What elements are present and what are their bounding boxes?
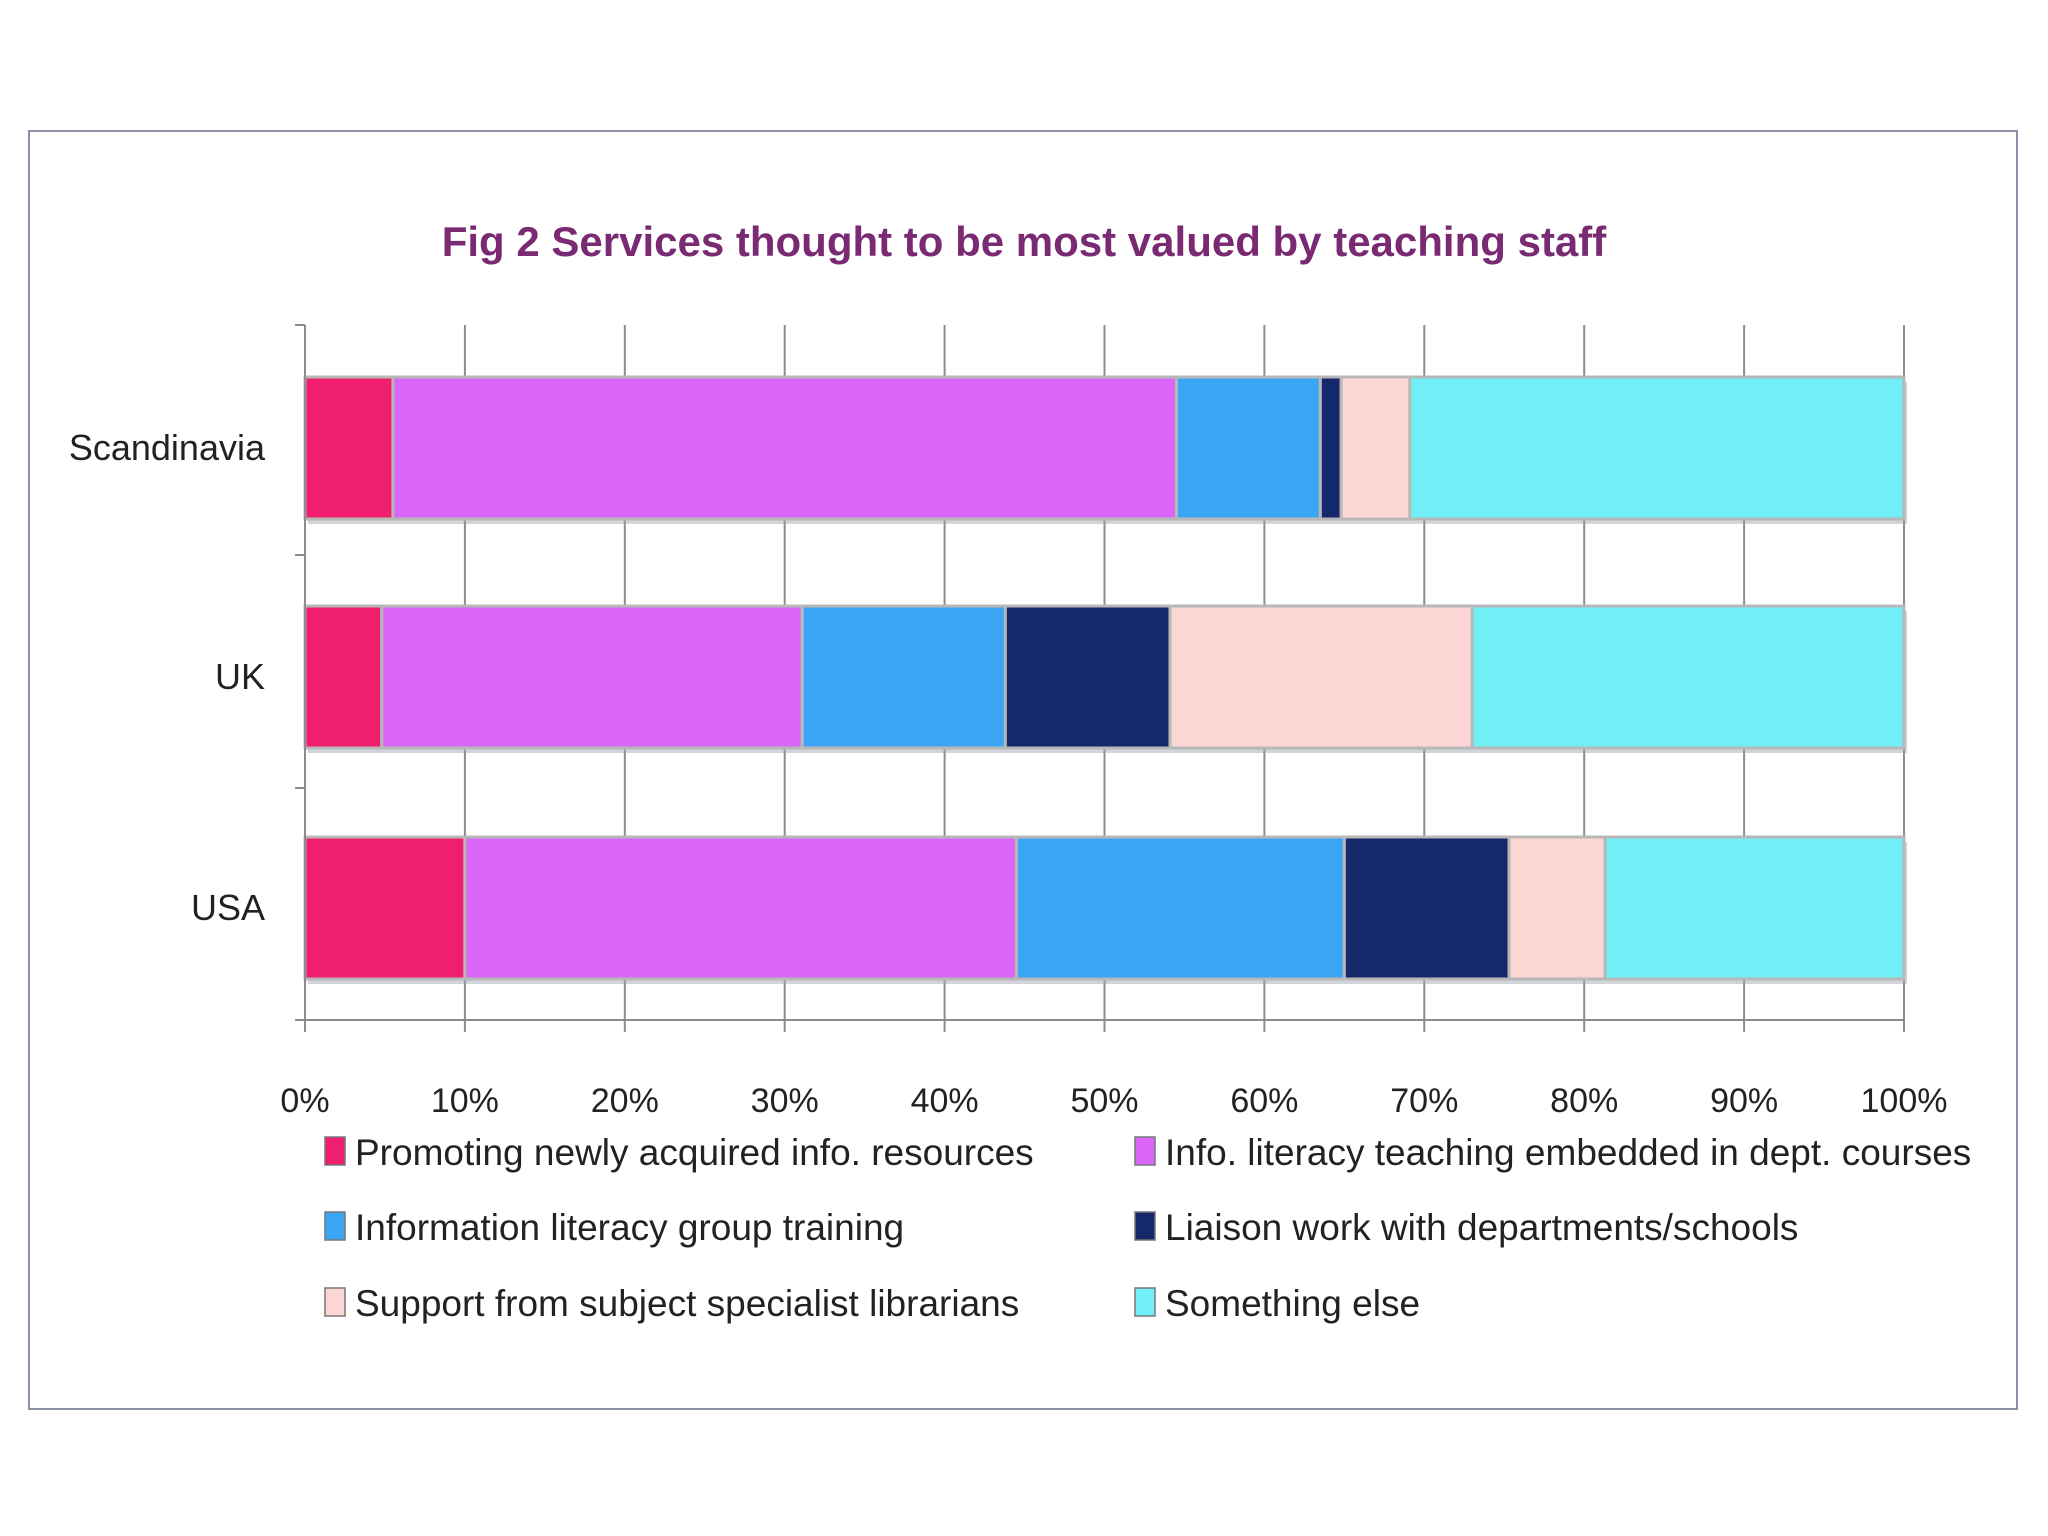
bar-segment xyxy=(1003,604,1172,750)
bar-segment xyxy=(1015,835,1346,981)
legend-label: Promoting newly acquired info. resources xyxy=(355,1132,1034,1173)
legend-label: Liaison work with departments/schools xyxy=(1165,1207,1798,1248)
x-tick-label: 20% xyxy=(591,1082,659,1120)
axes: 0% 10% 20% 30% 40% 50% 60% 70% 80% 90% 100% Scandin… xyxy=(69,324,1948,1120)
bar-segment xyxy=(303,835,467,981)
legend-swatch xyxy=(324,1211,346,1241)
x-tick-label: 10% xyxy=(431,1082,499,1120)
legend-label: Information literacy group training xyxy=(355,1207,904,1248)
x-tick-label: 30% xyxy=(751,1082,819,1120)
legend-swatch xyxy=(1134,1287,1156,1317)
bar-segment xyxy=(1342,835,1511,981)
x-tick-label: 40% xyxy=(911,1082,979,1120)
legend: Promoting newly acquired info. resources… xyxy=(324,1132,1971,1324)
x-tick-label: 0% xyxy=(280,1082,329,1120)
bar-segment xyxy=(1318,375,1343,521)
category-label: UK xyxy=(215,656,265,697)
legend-swatch xyxy=(324,1136,346,1166)
bar-segment xyxy=(1168,604,1474,750)
x-tick-label: 50% xyxy=(1070,1082,1138,1120)
bar-segment xyxy=(391,375,1178,521)
legend-swatch xyxy=(1134,1136,1156,1166)
bar-segment xyxy=(1339,375,1412,521)
legend-label: Something else xyxy=(1165,1283,1420,1324)
legend-label: Info. literacy teaching embedded in dept… xyxy=(1165,1132,1971,1173)
bar-segment xyxy=(1174,375,1322,521)
bar-segment xyxy=(303,375,395,521)
legend-label: Support from subject specialist libraria… xyxy=(355,1283,1019,1324)
bar-segment xyxy=(1408,375,1906,521)
x-tick-label: 60% xyxy=(1230,1082,1298,1120)
bar-series xyxy=(303,375,1907,984)
bar-segment xyxy=(800,604,1007,750)
x-tick-label: 80% xyxy=(1550,1082,1618,1120)
bar-segment xyxy=(1470,604,1906,750)
bar-segment xyxy=(1603,835,1906,981)
x-tick-label: 70% xyxy=(1390,1082,1458,1120)
legend-swatch xyxy=(1134,1211,1156,1241)
category-label: USA xyxy=(191,887,265,928)
bar-segment xyxy=(463,835,1019,981)
x-tick-label: 100% xyxy=(1861,1082,1948,1120)
category-label: Scandinavia xyxy=(69,427,266,468)
chart-title: Fig 2 Services thought to be most valued… xyxy=(441,218,1607,265)
chart-frame xyxy=(28,130,2018,1410)
x-tick-label: 90% xyxy=(1710,1082,1778,1120)
legend-swatch xyxy=(324,1287,346,1317)
bar-segment xyxy=(303,604,384,750)
bar-segment xyxy=(1507,835,1607,981)
bar-segment xyxy=(380,604,804,750)
